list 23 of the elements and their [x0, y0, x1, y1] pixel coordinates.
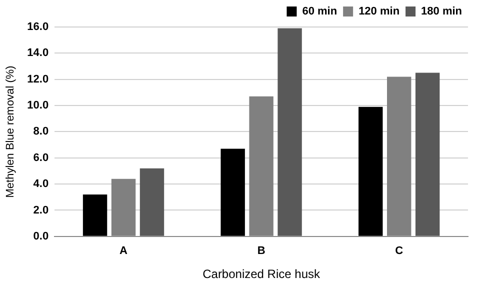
- y-tick-label: 2.0: [33, 204, 49, 216]
- legend-label: 120 min: [358, 6, 400, 18]
- bar: [358, 106, 383, 236]
- bar: [82, 194, 108, 236]
- y-tick-label: 8.0: [33, 126, 49, 138]
- legend-label: 60 min: [302, 6, 338, 18]
- y-axis-title: Methylen Blue removal (%): [4, 66, 17, 198]
- bar: [415, 72, 440, 236]
- y-tick-label: 0.0: [33, 230, 49, 242]
- bar: [278, 28, 302, 236]
- y-tick-label: 6.0: [33, 152, 49, 164]
- x-tick-label: C: [395, 245, 404, 258]
- x-tick-label: A: [120, 245, 128, 258]
- x-tick-label: B: [257, 245, 266, 258]
- legend-label: 180 min: [421, 6, 462, 18]
- y-tick-label: 16.0: [27, 21, 49, 34]
- bar: [220, 148, 245, 236]
- x-axis-title: Carbonized Rice husk: [202, 267, 321, 282]
- y-tick-label: 10.0: [27, 100, 49, 112]
- y-tick-label: 12.0: [27, 73, 49, 86]
- y-tick-label: 4.0: [33, 178, 49, 190]
- bar: [140, 168, 164, 236]
- y-tick-label: 14.0: [27, 47, 49, 60]
